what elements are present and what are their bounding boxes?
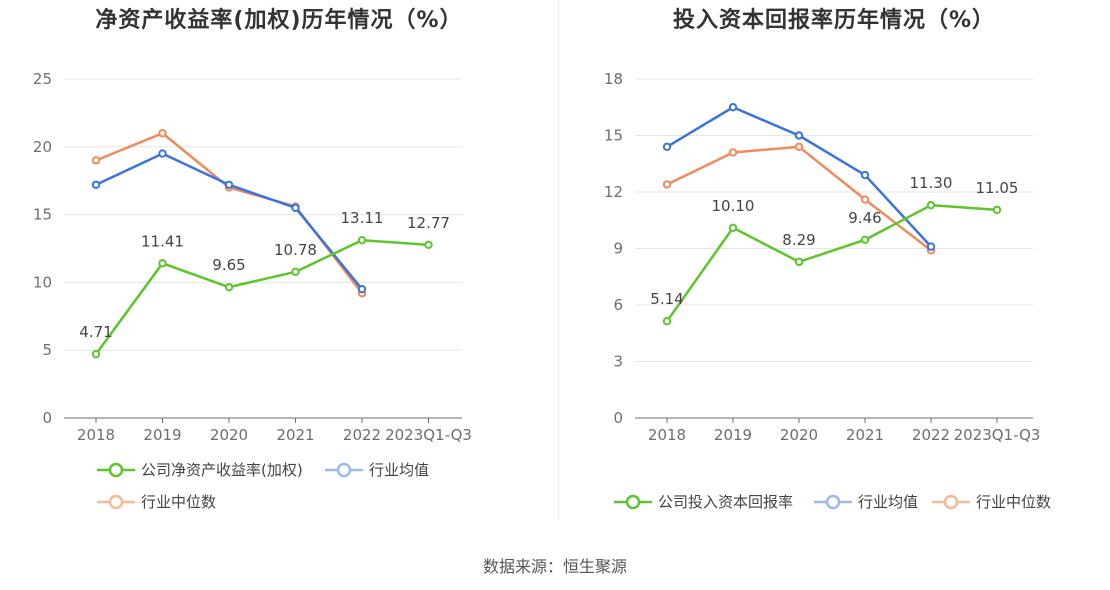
roe-data-point[interactable] <box>357 284 367 294</box>
legend-marker-industry-avg <box>814 494 852 509</box>
roe-data-point[interactable] <box>158 129 167 138</box>
roe-data-point[interactable] <box>224 180 234 189</box>
roe-data-label: 12.77 <box>407 214 450 232</box>
legend-label: 行业中位数 <box>141 493 217 511</box>
roic-data-point[interactable] <box>794 131 804 140</box>
roe-line-chart: 0 5 10 15 20 25 2018 2019 2020 2021 2022 2023Q1-Q3 4… <box>33 70 472 444</box>
roe-x-tick-label: 2021 <box>276 426 314 444</box>
roic-data-point[interactable] <box>794 142 804 152</box>
roic-data-point[interactable] <box>728 223 738 232</box>
roic-data-label: 11.30 <box>910 174 953 192</box>
legend-company-roic[interactable]: 公司投入资本回报率 <box>614 491 793 512</box>
roe-series-line-0 <box>94 238 429 355</box>
roe-chart-title: 净资产收益率(加权)历年情况（%） <box>95 8 463 33</box>
roic-data-point[interactable] <box>728 148 738 157</box>
roic-data-point[interactable] <box>926 200 936 210</box>
roic-line-chart: 0 3 6 9 12 15 18 2018 2019 2020 2021 2022 2023Q1-Q3 5… <box>604 70 1041 444</box>
roic-y-tick-label: 12 <box>604 183 623 201</box>
legend-industry-median[interactable]: 行业中位数 <box>932 491 1051 512</box>
roe-data-point[interactable] <box>158 149 167 158</box>
roe-y-tick-label: 5 <box>42 341 52 359</box>
roe-data-point[interactable] <box>158 259 167 268</box>
legend-label: 行业均值 <box>858 493 919 511</box>
roic-data-point[interactable] <box>728 103 738 112</box>
roic-x-tick-label: 2023Q1-Q3 <box>954 426 1041 444</box>
roe-x-tick-label: 2023Q1-Q3 <box>385 426 472 444</box>
roic-data-point[interactable] <box>662 316 672 326</box>
roe-data-label: 10.78 <box>274 241 317 259</box>
roic-data-point[interactable] <box>662 142 672 152</box>
roe-y-tick-label: 15 <box>33 206 52 224</box>
legend-industry-avg[interactable]: 行业均值 <box>814 491 918 512</box>
roic-x-tick-label: 2020 <box>780 426 818 444</box>
legend-marker-industry-avg <box>325 462 363 477</box>
roic-y-tick-label: 0 <box>613 409 623 427</box>
roic-data-point[interactable] <box>860 170 870 180</box>
legend-label: 行业中位数 <box>976 493 1052 511</box>
roe-y-tick-label: 20 <box>33 138 52 156</box>
roe-data-label: 11.41 <box>141 232 184 250</box>
roe-data-point[interactable] <box>357 236 367 245</box>
roic-y-tick-label: 6 <box>613 296 623 314</box>
legend-marker-company <box>614 494 652 509</box>
roe-data-point[interactable] <box>424 240 433 250</box>
roe-data-point[interactable] <box>91 156 101 165</box>
roic-x-tick-label: 2019 <box>714 426 752 444</box>
roic-data-label: 5.14 <box>650 290 683 308</box>
roe-data-point[interactable] <box>224 282 234 292</box>
roe-x-tick-label: 2020 <box>210 426 248 444</box>
roic-data-point[interactable] <box>860 235 870 245</box>
roic-y-tick-label: 3 <box>613 353 623 371</box>
roic-data-point[interactable] <box>926 242 936 251</box>
roe-data-label: 4.71 <box>79 323 112 341</box>
roic-x-tick-label: 2022 <box>912 426 950 444</box>
legend-label: 公司投入资本回报率 <box>658 493 794 511</box>
roic-data-point[interactable] <box>794 257 804 267</box>
legend-company-roe[interactable]: 公司净资产收益率(加权) <box>97 459 303 480</box>
roe-y-tick-label: 0 <box>42 409 52 427</box>
roic-y-tick-label: 18 <box>604 70 623 88</box>
data-source-note: 数据来源：恒生聚源 <box>482 557 627 576</box>
roic-data-label: 11.05 <box>976 179 1019 197</box>
legend-industry-avg[interactable]: 行业均值 <box>325 459 429 480</box>
roic-data-label: 10.10 <box>712 197 755 215</box>
roic-x-tick-label: 2018 <box>648 426 686 444</box>
roic-data-point[interactable] <box>662 180 672 189</box>
roe-data-label: 9.65 <box>212 256 245 274</box>
legend-label: 公司净资产收益率(加权) <box>141 461 303 479</box>
roic-data-point[interactable] <box>992 205 1002 215</box>
legend-marker-company <box>97 462 135 477</box>
roe-y-tick-label: 25 <box>33 70 52 88</box>
roe-chart-panel: 净资产收益率(加权)历年情况（%） 0 5 10 15 20 25 2018 2019 2020… <box>0 0 558 525</box>
roe-data-point[interactable] <box>291 203 300 213</box>
roic-y-tick-label: 9 <box>613 240 623 258</box>
roic-x-tick-label: 2021 <box>846 426 884 444</box>
legend-label: 行业均值 <box>369 461 430 479</box>
roe-x-tick-label: 2019 <box>143 426 181 444</box>
legend-marker-industry-median <box>97 494 135 509</box>
legend-industry-median[interactable]: 行业中位数 <box>97 491 216 512</box>
roe-y-tick-label: 10 <box>33 273 52 291</box>
roe-data-label: 13.11 <box>341 209 384 227</box>
panel-divider <box>558 0 559 520</box>
legend-marker-industry-median <box>932 494 970 509</box>
roic-data-label: 8.29 <box>782 231 815 249</box>
roic-chart-title: 投入资本回报率历年情况（%） <box>672 8 996 33</box>
roe-x-tick-label: 2018 <box>77 426 115 444</box>
roe-data-point[interactable] <box>91 349 101 359</box>
roe-data-point[interactable] <box>291 267 300 277</box>
roe-data-point[interactable] <box>91 180 101 189</box>
roic-data-point[interactable] <box>860 195 870 204</box>
roic-chart-panel: 投入资本回报率历年情况（%） 0 3 6 9 12 15 18 2018 2019 2020 202… <box>558 0 1110 525</box>
roic-series-line-0 <box>665 203 998 322</box>
roe-x-tick-label: 2022 <box>343 426 381 444</box>
roic-y-tick-label: 15 <box>604 127 623 145</box>
roic-data-label: 9.46 <box>848 209 881 227</box>
